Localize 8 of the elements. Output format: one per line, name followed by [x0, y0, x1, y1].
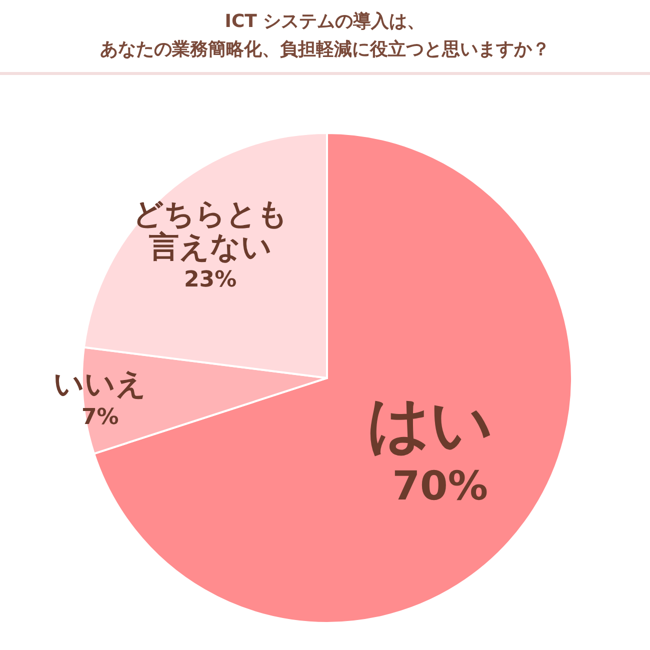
data-label: 70%: [392, 463, 488, 510]
chart-title: ICT システムの導入は、: [224, 10, 426, 34]
chart-subtitle: あなたの業務簡略化、負担軽減に役立つと思いますか？: [99, 38, 551, 62]
data-label: 7%: [81, 404, 119, 430]
data-label: 23%: [184, 268, 237, 293]
slice-label: どちらとも言えない: [132, 196, 288, 265]
slice-label: はい: [367, 387, 494, 460]
slice-label: いいえ: [54, 367, 147, 402]
